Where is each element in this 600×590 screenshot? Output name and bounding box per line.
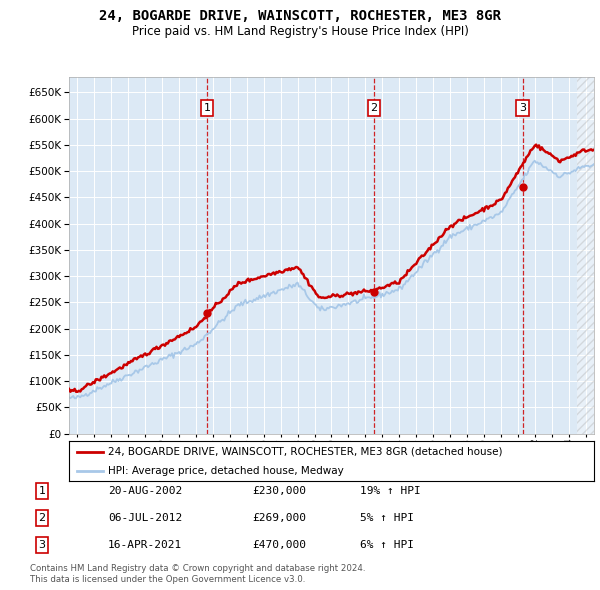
Text: £269,000: £269,000 <box>252 513 306 523</box>
Text: 6% ↑ HPI: 6% ↑ HPI <box>360 540 414 550</box>
Text: £230,000: £230,000 <box>252 486 306 496</box>
Text: 1: 1 <box>38 486 46 496</box>
Text: 19% ↑ HPI: 19% ↑ HPI <box>360 486 421 496</box>
Text: 5% ↑ HPI: 5% ↑ HPI <box>360 513 414 523</box>
Text: Contains HM Land Registry data © Crown copyright and database right 2024.: Contains HM Land Registry data © Crown c… <box>30 565 365 573</box>
Text: 2: 2 <box>38 513 46 523</box>
Text: £470,000: £470,000 <box>252 540 306 550</box>
Text: 24, BOGARDE DRIVE, WAINSCOTT, ROCHESTER, ME3 8GR (detached house): 24, BOGARDE DRIVE, WAINSCOTT, ROCHESTER,… <box>109 447 503 457</box>
Bar <box>577 77 594 434</box>
Text: 3: 3 <box>38 540 46 550</box>
Text: This data is licensed under the Open Government Licence v3.0.: This data is licensed under the Open Gov… <box>30 575 305 584</box>
Text: 3: 3 <box>519 103 526 113</box>
Text: 24, BOGARDE DRIVE, WAINSCOTT, ROCHESTER, ME3 8GR: 24, BOGARDE DRIVE, WAINSCOTT, ROCHESTER,… <box>99 9 501 23</box>
Text: 16-APR-2021: 16-APR-2021 <box>108 540 182 550</box>
Text: 2: 2 <box>370 103 377 113</box>
Text: HPI: Average price, detached house, Medway: HPI: Average price, detached house, Medw… <box>109 466 344 476</box>
Text: 20-AUG-2002: 20-AUG-2002 <box>108 486 182 496</box>
Text: 1: 1 <box>203 103 211 113</box>
Text: 06-JUL-2012: 06-JUL-2012 <box>108 513 182 523</box>
Text: Price paid vs. HM Land Registry's House Price Index (HPI): Price paid vs. HM Land Registry's House … <box>131 25 469 38</box>
